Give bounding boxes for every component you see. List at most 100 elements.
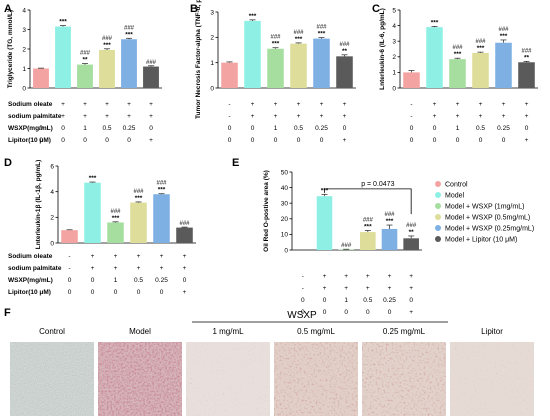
- treatment-cell: 0.5: [102, 125, 111, 132]
- y-tick-label: 0: [284, 247, 288, 254]
- treatment-cell: +: [114, 253, 118, 260]
- legend-label: Model + WSXP (0.25mg/mL): [445, 226, 534, 233]
- treatment-cell: +: [160, 265, 164, 272]
- legend-item: Model + WSXP (0.5mg/mL): [435, 214, 530, 222]
- chart-b: 0 1 2 3 Tumor Necrosis Factor-alpha (TNF-α, …: [195, 0, 356, 119]
- treatment-cell: -: [302, 273, 304, 280]
- treatment-cell: 0: [323, 309, 327, 316]
- significance-hashes: ###: [339, 42, 350, 48]
- treatment-cell: 0: [301, 309, 305, 316]
- treatment-cell: +: [149, 113, 153, 120]
- p-value-label: p = 0.0473: [361, 181, 394, 188]
- treatment-cell: 1: [114, 277, 118, 284]
- significance-hashes: ###: [293, 30, 304, 36]
- legend-swatch: [435, 236, 441, 242]
- treatment-table-a: Sodium oleate- + + + + +sodium palmitate- + + + +…: [8, 101, 153, 144]
- y-tick-label: 0: [22, 85, 26, 92]
- treatment-cell: 0: [160, 289, 164, 296]
- treatment-table-b: - + + + + + - + + + + +0 0 1 0.5 0.25 0 0 0 0 0 0 +: [228, 101, 347, 144]
- treatment-cell: 0: [91, 289, 95, 296]
- treatment-cell: +: [251, 101, 255, 108]
- y-tick-label: 40: [281, 185, 289, 192]
- legend-item: Model + WSXP (0.25mg/mL): [435, 225, 534, 233]
- treatment-cell: +: [525, 101, 529, 108]
- treatment-cell: +: [137, 265, 141, 272]
- y-tick-label: 3: [22, 27, 26, 34]
- treatment-cell: 0: [301, 297, 305, 304]
- significance-stars: ***: [158, 187, 166, 194]
- treatment-cell: 1: [344, 297, 348, 304]
- bar: [77, 64, 93, 88]
- y-tick-label: 0: [392, 85, 396, 92]
- treatment-cell: 0: [502, 137, 506, 144]
- treatment-cell: +: [91, 265, 95, 272]
- significance-hashes: ###: [133, 189, 144, 195]
- significance-hashes: ###: [156, 181, 167, 187]
- significance-stars: ***: [431, 19, 439, 26]
- treatment-cell: +: [366, 273, 370, 280]
- significance-hashes: ###: [363, 218, 374, 224]
- treatment-cell: 0: [68, 277, 72, 284]
- legend-swatch: [435, 214, 441, 220]
- significance-stars: ***: [125, 31, 133, 38]
- legend: Control Model Model + WSXP (1mg/mL) Model +…: [435, 181, 534, 244]
- significance-stars: ***: [249, 13, 257, 20]
- treatment-cell: 0.25: [155, 277, 168, 284]
- significance-hashes: ###: [110, 209, 121, 215]
- significance-stars: ***: [295, 36, 303, 43]
- treatment-cell: +: [105, 113, 109, 120]
- treatment-cell: 0: [274, 137, 278, 144]
- bar: [121, 39, 137, 88]
- treatment-cell: 0: [105, 137, 109, 144]
- y-axis-label: Triglyceride (TG, mmol/L): [7, 10, 14, 88]
- bar: [336, 56, 353, 88]
- treatment-cell: 0: [61, 125, 65, 132]
- treatment-cell: -: [40, 101, 42, 108]
- treatment-cell: 0: [39, 137, 43, 144]
- treatment-cell: +: [456, 113, 460, 120]
- y-tick-label: 4: [50, 189, 54, 196]
- y-tick-label: 2: [392, 54, 396, 61]
- significance-stars: ***: [89, 175, 97, 182]
- treatment-cell: 0: [456, 137, 460, 144]
- bar: [33, 68, 49, 88]
- treatment-cell: 1: [83, 125, 87, 132]
- treatment-cell: +: [297, 113, 301, 120]
- treatment-cell: 0: [149, 125, 153, 132]
- treatment-cell: 0.25: [123, 125, 136, 132]
- significance-stars: ***: [386, 218, 394, 225]
- treatment-cell: 0.5: [294, 125, 303, 132]
- y-tick-label: 2: [22, 46, 26, 53]
- treatment-cell: +: [479, 101, 483, 108]
- treatment-cell: +: [344, 273, 348, 280]
- micrograph-texture: [450, 342, 534, 416]
- treatment-table-d: Sodium oleate - + + + + + sodium palmitate - + + + +…: [8, 253, 187, 296]
- treatment-cell: 0: [479, 137, 483, 144]
- treatment-cell: +: [183, 265, 187, 272]
- panel-letter-d: D: [4, 157, 12, 169]
- treatment-cell: +: [366, 285, 370, 292]
- treatment-cell: 0: [297, 137, 301, 144]
- treatment-cell: +: [502, 101, 506, 108]
- micrograph-texture: [362, 342, 446, 416]
- treatment-cell: 0: [433, 125, 437, 132]
- treatment-cell: 0: [525, 125, 529, 132]
- treatment-cell: 0: [320, 137, 324, 144]
- panel-letter-c: C: [372, 3, 380, 15]
- treatment-cell: 0: [323, 297, 327, 304]
- bar: [99, 49, 115, 88]
- significance-hashes: ###: [475, 39, 486, 45]
- micrograph: 1 mg/mL: [186, 327, 270, 416]
- treatment-cell: 0: [409, 297, 413, 304]
- legend-label: Model: [445, 193, 465, 200]
- treatment-cell: 0: [68, 289, 72, 296]
- significance-hashes: ###: [316, 25, 327, 31]
- treatment-cell: 0: [127, 137, 131, 144]
- y-tick-label: 1: [22, 66, 26, 73]
- treatment-cell: -: [410, 113, 412, 120]
- significance-hashes: ###: [80, 51, 91, 57]
- treatment-cell: 1: [274, 125, 278, 132]
